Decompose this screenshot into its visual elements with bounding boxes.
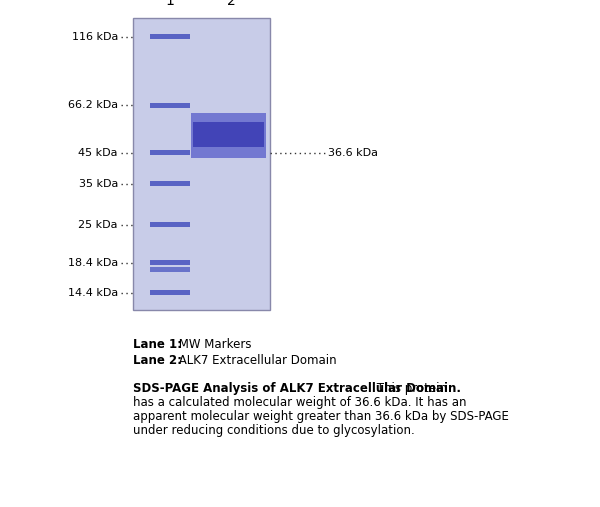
Text: SDS-PAGE Analysis of ALK7 Extracellular Domain.: SDS-PAGE Analysis of ALK7 Extracellular … [133, 382, 461, 395]
Text: has a calculated molecular weight of 36.6 kDa. It has an: has a calculated molecular weight of 36.… [133, 396, 467, 409]
Bar [150, 34, 190, 39]
Bar [150, 290, 190, 295]
Text: under reducing conditions due to glycosylation.: under reducing conditions due to glycosy… [133, 424, 415, 437]
Text: Lane 2:: Lane 2: [133, 354, 182, 367]
Text: This protein: This protein [373, 382, 446, 395]
Text: 14.4 kDa: 14.4 kDa [68, 287, 118, 298]
Bar [191, 114, 266, 158]
Bar [150, 150, 190, 155]
Text: 116 kDa: 116 kDa [71, 31, 118, 42]
Text: ALK7 Extracellular Domain: ALK7 Extracellular Domain [175, 354, 337, 367]
Text: 18.4 kDa: 18.4 kDa [68, 258, 118, 268]
Text: 2: 2 [227, 0, 236, 8]
Text: MW Markers: MW Markers [175, 338, 251, 351]
Text: apparent molecular weight greater than 36.6 kDa by SDS-PAGE: apparent molecular weight greater than 3… [133, 410, 509, 423]
Bar [133, 18, 270, 310]
Text: 25 kDa: 25 kDa [79, 220, 118, 230]
Text: 45 kDa: 45 kDa [79, 148, 118, 158]
Text: 66.2 kDa: 66.2 kDa [68, 100, 118, 111]
Bar [150, 267, 190, 272]
Bar [150, 103, 190, 108]
Text: 36.6 kDa: 36.6 kDa [328, 148, 378, 158]
Bar [193, 122, 264, 148]
Text: 1: 1 [166, 0, 175, 8]
Bar [150, 181, 190, 186]
Text: Lane 1:: Lane 1: [133, 338, 182, 351]
Bar [150, 223, 190, 228]
Bar [150, 260, 190, 265]
Text: 35 kDa: 35 kDa [79, 178, 118, 189]
